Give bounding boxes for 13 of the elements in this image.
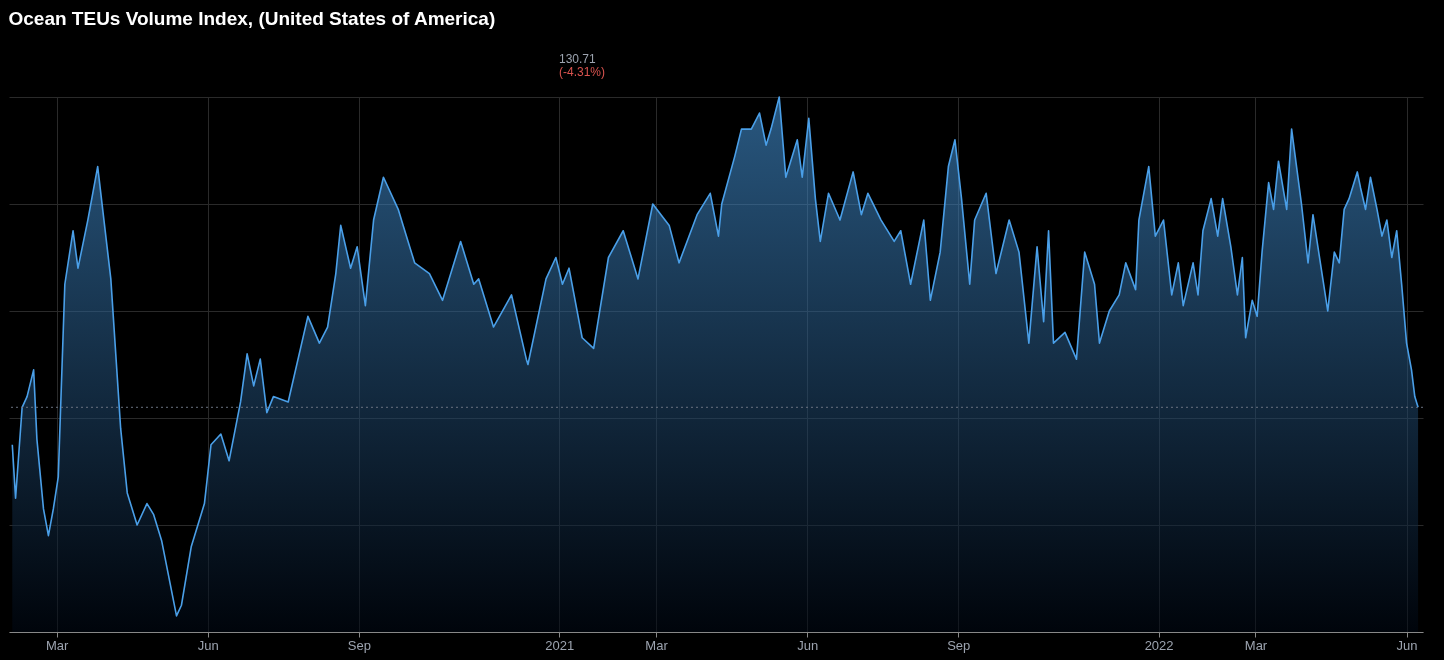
x-tick-label: Jun [1396, 637, 1418, 653]
x-tick-label: 2021 [545, 637, 575, 653]
text: (-4.31%) [559, 65, 606, 79]
text: 130.71 [559, 52, 597, 66]
x-tick-label: Mar [645, 637, 669, 653]
x-tick-label: Jun [797, 637, 819, 653]
x-tick-label: Mar [1244, 637, 1268, 653]
x-tick-label: Jun [197, 637, 219, 653]
x-tick-label: 2022 [1144, 637, 1174, 653]
x-tick-label: Sep [347, 637, 371, 653]
x-tick-label: Sep [947, 637, 971, 653]
chart-title: Ocean TEUs Volume Index, (United States of America) [8, 8, 496, 29]
x-tick-label: Mar [45, 637, 69, 653]
